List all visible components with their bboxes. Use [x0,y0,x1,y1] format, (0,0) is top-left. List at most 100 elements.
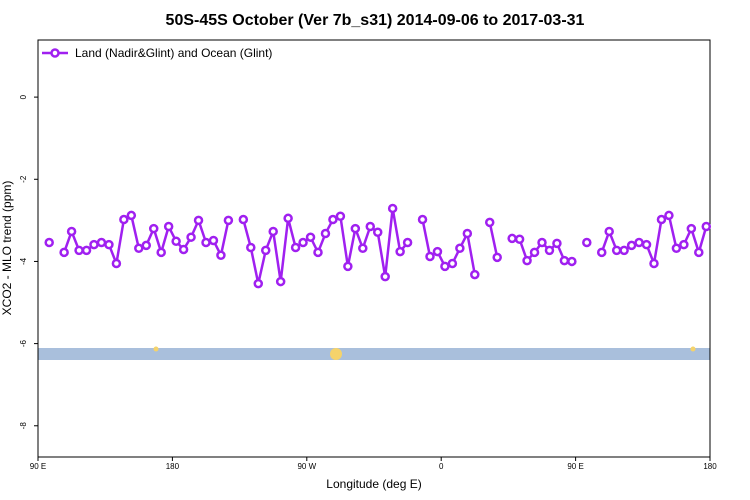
point [328,214,338,225]
point [163,221,174,232]
point [440,261,450,272]
land-dot [330,348,342,360]
legend-label: Land (Nadir&Glint) and Ocean (Glint) [75,46,272,60]
point [201,237,211,248]
point [134,243,144,254]
point [462,228,473,239]
y-tick-label: -4 [19,257,28,265]
point [238,214,249,225]
point [380,271,390,282]
point [358,243,368,254]
point [402,237,413,248]
point [626,240,637,251]
point [514,234,525,245]
point [89,239,99,250]
point [74,245,84,256]
point [432,246,443,257]
point [96,237,107,248]
point [119,214,129,225]
point [694,247,704,258]
plot-frame [37,39,711,458]
point [619,245,629,256]
point [455,243,465,254]
point [283,213,293,224]
point [447,258,458,269]
point [223,215,234,226]
land-strip [38,348,710,360]
point [634,237,644,248]
x-tick-label: 180 [166,462,180,471]
point [604,226,614,237]
x-axis-label: Longitude (deg E) [326,477,421,491]
point [387,203,398,214]
point [178,244,189,255]
point [649,258,659,269]
point [156,247,166,258]
point [582,237,592,248]
y-tick-label: 0 [19,94,28,99]
point [671,243,682,254]
y-axis-label: XCO2 - MLO trend (ppm) [0,181,14,316]
point [656,214,667,225]
point [298,237,308,248]
legend-marker [50,48,60,58]
point [641,239,652,250]
point [522,255,532,266]
point [81,245,92,256]
y-tick-label: -6 [19,340,28,348]
point [253,278,264,289]
y-tick-label: -8 [19,422,28,430]
chart-title: 50S-45S October (Ver 7b_s31) 2014-09-06 … [166,12,585,29]
point [350,223,361,234]
point [596,247,607,258]
x-tick-label: 90 E [567,462,583,471]
x-tick-label: 0 [439,462,444,471]
point [66,226,77,237]
x-tick-label: 90 E [30,462,46,471]
point [186,232,196,242]
point [216,250,226,261]
point [507,233,517,244]
point [290,242,301,253]
point [701,221,712,232]
point [148,223,159,234]
land-dot [153,346,159,352]
point [470,269,480,280]
point [246,242,256,253]
point [335,211,346,221]
point [208,235,219,246]
point [372,227,383,238]
point [268,226,278,237]
point [686,223,697,234]
point [193,215,204,226]
point [343,261,353,272]
point [679,239,689,250]
point [567,256,577,267]
point [141,240,152,251]
point [395,246,405,257]
point [305,232,316,242]
point [104,239,114,250]
point [260,245,271,256]
point [275,276,286,287]
point [664,210,674,221]
x-tick-label: 90 W [297,462,316,471]
point [492,252,502,263]
point [59,247,69,258]
point [529,247,540,258]
point [313,247,323,258]
point [365,221,376,232]
point [425,251,435,262]
point [544,245,555,256]
point [320,228,331,239]
point [44,237,54,248]
point [111,258,122,269]
land-dot [690,346,696,352]
point [417,214,428,225]
point [484,217,495,228]
point [126,210,137,221]
point [552,238,562,249]
y-tick-label: -2 [19,175,28,183]
